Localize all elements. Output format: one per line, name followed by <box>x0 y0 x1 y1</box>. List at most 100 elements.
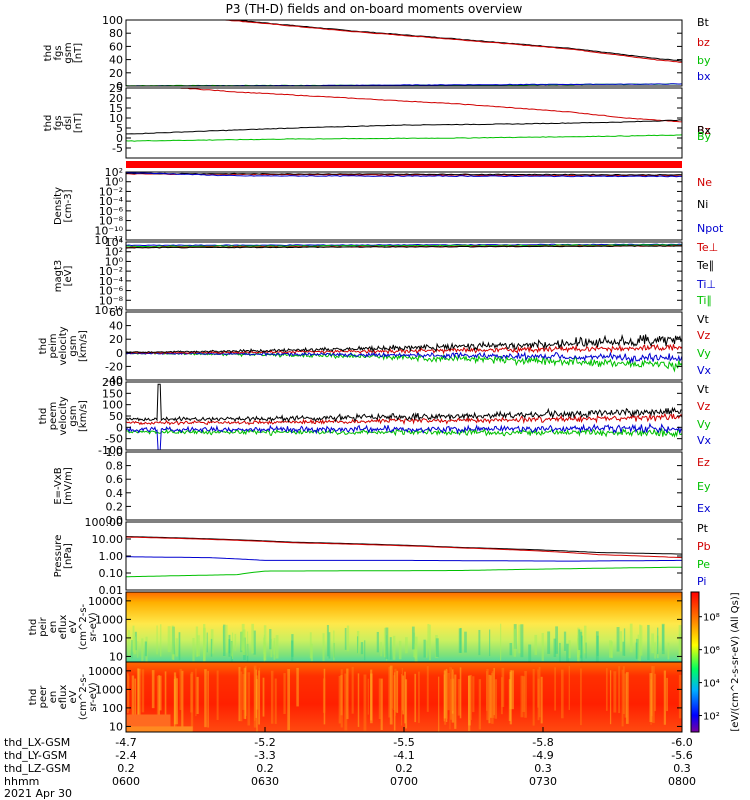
y-tick-label: 5 <box>116 122 123 135</box>
spectrogram-cell <box>360 642 364 655</box>
x-tick-label: 0800 <box>668 775 696 788</box>
spectrogram-cell <box>623 628 626 656</box>
y-axis-label-line: peim <box>48 333 59 358</box>
spectrogram-cell <box>244 667 247 719</box>
spectrogram-cell <box>322 678 326 713</box>
y-axis-label-line: eflux <box>58 615 69 640</box>
spectrogram-cell <box>222 624 226 656</box>
spectrogram-cell <box>500 623 502 661</box>
spectrogram-cell <box>678 674 682 719</box>
spectrogram-cell <box>491 671 495 718</box>
spectrogram-cell <box>629 623 633 653</box>
y-tick-label: 15 <box>109 102 123 115</box>
series-vz-line <box>126 412 682 426</box>
spectrogram-cell <box>427 623 430 649</box>
y-tick-label: 100.00 <box>85 516 124 529</box>
series-vy-line <box>126 427 682 438</box>
y-axis-label-line: fgs <box>53 115 64 130</box>
legend-peem_velocity-1: Vz <box>697 400 711 413</box>
legend-density-2: Npot <box>697 222 724 235</box>
legend-fgs_dsl-1: Bx <box>697 124 712 137</box>
spectrogram-cell <box>580 668 582 726</box>
y-axis-label-line: [km/s] <box>78 330 89 362</box>
x-tick-label: -4.1 <box>393 749 414 762</box>
spectrogram-cell <box>263 637 265 655</box>
legend-fgs_gsm-0: Bt <box>697 16 710 29</box>
y-tick-label: 0.6 <box>106 473 124 486</box>
y-tick-label: 200 <box>102 376 123 389</box>
y-tick-label: 10 <box>109 650 123 663</box>
spectrogram-cell <box>333 630 335 661</box>
spectrogram-cell <box>418 671 420 723</box>
legend-temperature-1: Te∥ <box>696 259 714 272</box>
colorbar: 10⁸ 10⁶ 10⁴ 10² [eV/(cm^2-s-sr-eV) (All Qs)] <box>690 591 741 733</box>
y-tick-label: 20 <box>109 333 123 346</box>
spectrogram-cell <box>196 635 200 657</box>
y-axis-label-line: Pressure <box>53 535 64 578</box>
legend-temperature-2: Ti⊥ <box>696 278 716 291</box>
y-axis-label-line: gsm <box>68 405 79 426</box>
legend-peem_velocity-2: Vy <box>697 418 711 431</box>
spectrogram-cell <box>488 674 491 724</box>
y-tick-label: -5 <box>112 142 123 155</box>
spectrogram-cell <box>459 667 462 719</box>
spectrogram-cell <box>426 666 429 712</box>
y-tick-label: 1.00 <box>99 550 124 563</box>
spectrogram-cell <box>423 639 426 658</box>
x-tick-label: -6.0 <box>671 736 692 749</box>
spectrogram-cell <box>654 642 656 659</box>
spectrogram-cell <box>414 673 417 723</box>
spectrogram-cell <box>621 669 624 727</box>
spectrogram-cell <box>344 627 347 650</box>
y-tick-label: 10⁻² <box>99 185 123 198</box>
y-tick-label: 60 <box>109 306 123 319</box>
y-axis-label-line: eflux <box>58 685 69 710</box>
spectrogram-cell <box>392 635 396 660</box>
spectrogram-cell <box>435 638 439 657</box>
legend-peim_velocity-1: Vz <box>697 329 711 342</box>
spectrogram-cell <box>258 667 261 722</box>
x-tick-label: -4.7 <box>115 736 136 749</box>
series-vt-line <box>126 383 682 423</box>
spectrogram-cell <box>141 669 145 713</box>
spectrogram-cell <box>340 669 343 728</box>
y-tick-label: 0 <box>116 80 123 93</box>
spectrogram-cell <box>609 670 612 725</box>
spectrogram-cell <box>256 679 258 732</box>
spectrogram-cell <box>192 638 195 662</box>
y-tick-label: 1000 <box>95 683 123 696</box>
y-axis-label-line: [cm-3] <box>63 189 74 222</box>
spectrogram-cell <box>291 640 294 662</box>
x-tick-label: -5.5 <box>393 736 414 749</box>
spectrogram-cell <box>247 672 251 726</box>
y-tick-label: 10 <box>109 720 123 733</box>
x-tick-label: 0700 <box>390 775 418 788</box>
spectrogram-cell <box>322 633 325 661</box>
y-axis-label-line: dsl <box>63 116 74 130</box>
y-axis-label-line: thd <box>43 115 54 132</box>
spectrogram-cell <box>511 670 514 710</box>
spectrogram-cell <box>255 669 257 718</box>
series-vz-line <box>126 343 682 355</box>
spectrogram-cell <box>296 667 299 707</box>
y-axis-label-line: thd <box>28 619 39 636</box>
spectrogram-cell <box>578 629 581 651</box>
spectrogram-cell <box>472 676 475 713</box>
spectrogram-cell <box>216 670 219 721</box>
y-tick-label: 1000 <box>95 613 123 626</box>
spectrogram-cell <box>141 638 144 662</box>
y-axis-label-line: [km/s] <box>78 400 89 432</box>
panel-frame <box>125 311 683 381</box>
spectrogram-cell <box>156 625 158 655</box>
spectrogram-cell <box>175 678 178 725</box>
spectrogram-cell <box>380 678 383 731</box>
y-tick-label: 10⁻⁴ <box>99 275 124 288</box>
chart-title: P3 (TH-D) fields and on-board moments ov… <box>226 2 523 16</box>
spectrogram-cell <box>605 668 608 711</box>
spectrogram-cell <box>478 629 481 656</box>
y-axis-label-line: [mV/m] <box>63 467 74 505</box>
